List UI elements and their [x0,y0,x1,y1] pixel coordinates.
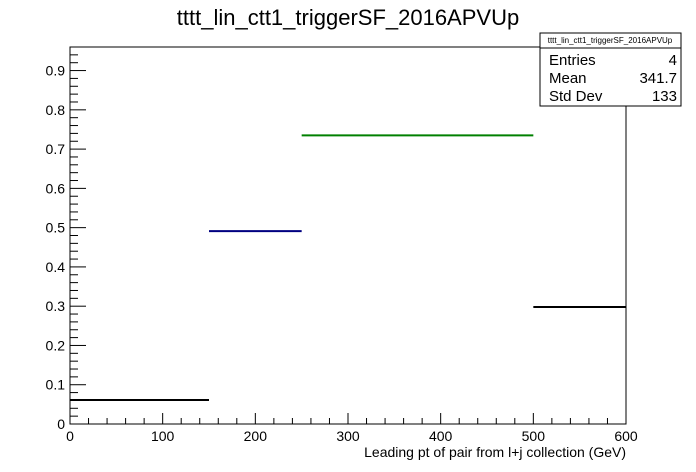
x-tick-label: 500 [522,428,546,444]
stats-box-title: tttt_lin_ctt1_triggerSF_2016APVUp [548,36,673,45]
stats-stddev-value: 133 [652,88,677,105]
y-tick-label: 0 [57,416,65,432]
x-tick-label: 100 [151,428,175,444]
stats-stddev-label: Std Dev [549,88,603,105]
y-axis: 0 0.1 0.2 0.3 0.4 0.5 0.6 0.7 0.8 0.9 [46,46,86,432]
x-tick-label: 400 [429,428,453,444]
x-axis-title: Leading pt of pair from l+j collection (… [364,444,626,460]
y-tick-label: 0.8 [46,102,66,118]
x-tick-label: 300 [336,428,360,444]
stats-entries-label: Entries [549,52,596,69]
x-axis: 0 100 200 300 400 500 600 [66,413,638,444]
y-tick-label: 0.7 [46,141,66,157]
x-tick-label: 0 [66,428,74,444]
y-tick-label: 0.4 [46,259,66,275]
stats-box-frame [539,32,682,107]
stats-mean-value: 341.7 [639,70,677,87]
x-tick-label: 600 [614,428,638,444]
y-tick-label: 0.3 [46,298,66,314]
x-tick-label: 200 [244,428,268,444]
stats-mean-label: Mean [549,70,587,87]
y-tick-label: 0.6 [46,180,66,196]
stats-box: tttt_lin_ctt1_triggerSF_2016APVUp Entrie… [539,32,682,107]
stats-entries-value: 4 [669,52,677,69]
y-tick-label: 0.9 [46,63,66,79]
y-tick-label: 0.5 [46,220,66,236]
chart-title: tttt_lin_ctt1_triggerSF_2016APVUp [177,5,519,30]
y-tick-label: 0.2 [46,337,66,353]
y-tick-label: 0.1 [46,377,66,393]
histogram-bins [70,134,626,402]
